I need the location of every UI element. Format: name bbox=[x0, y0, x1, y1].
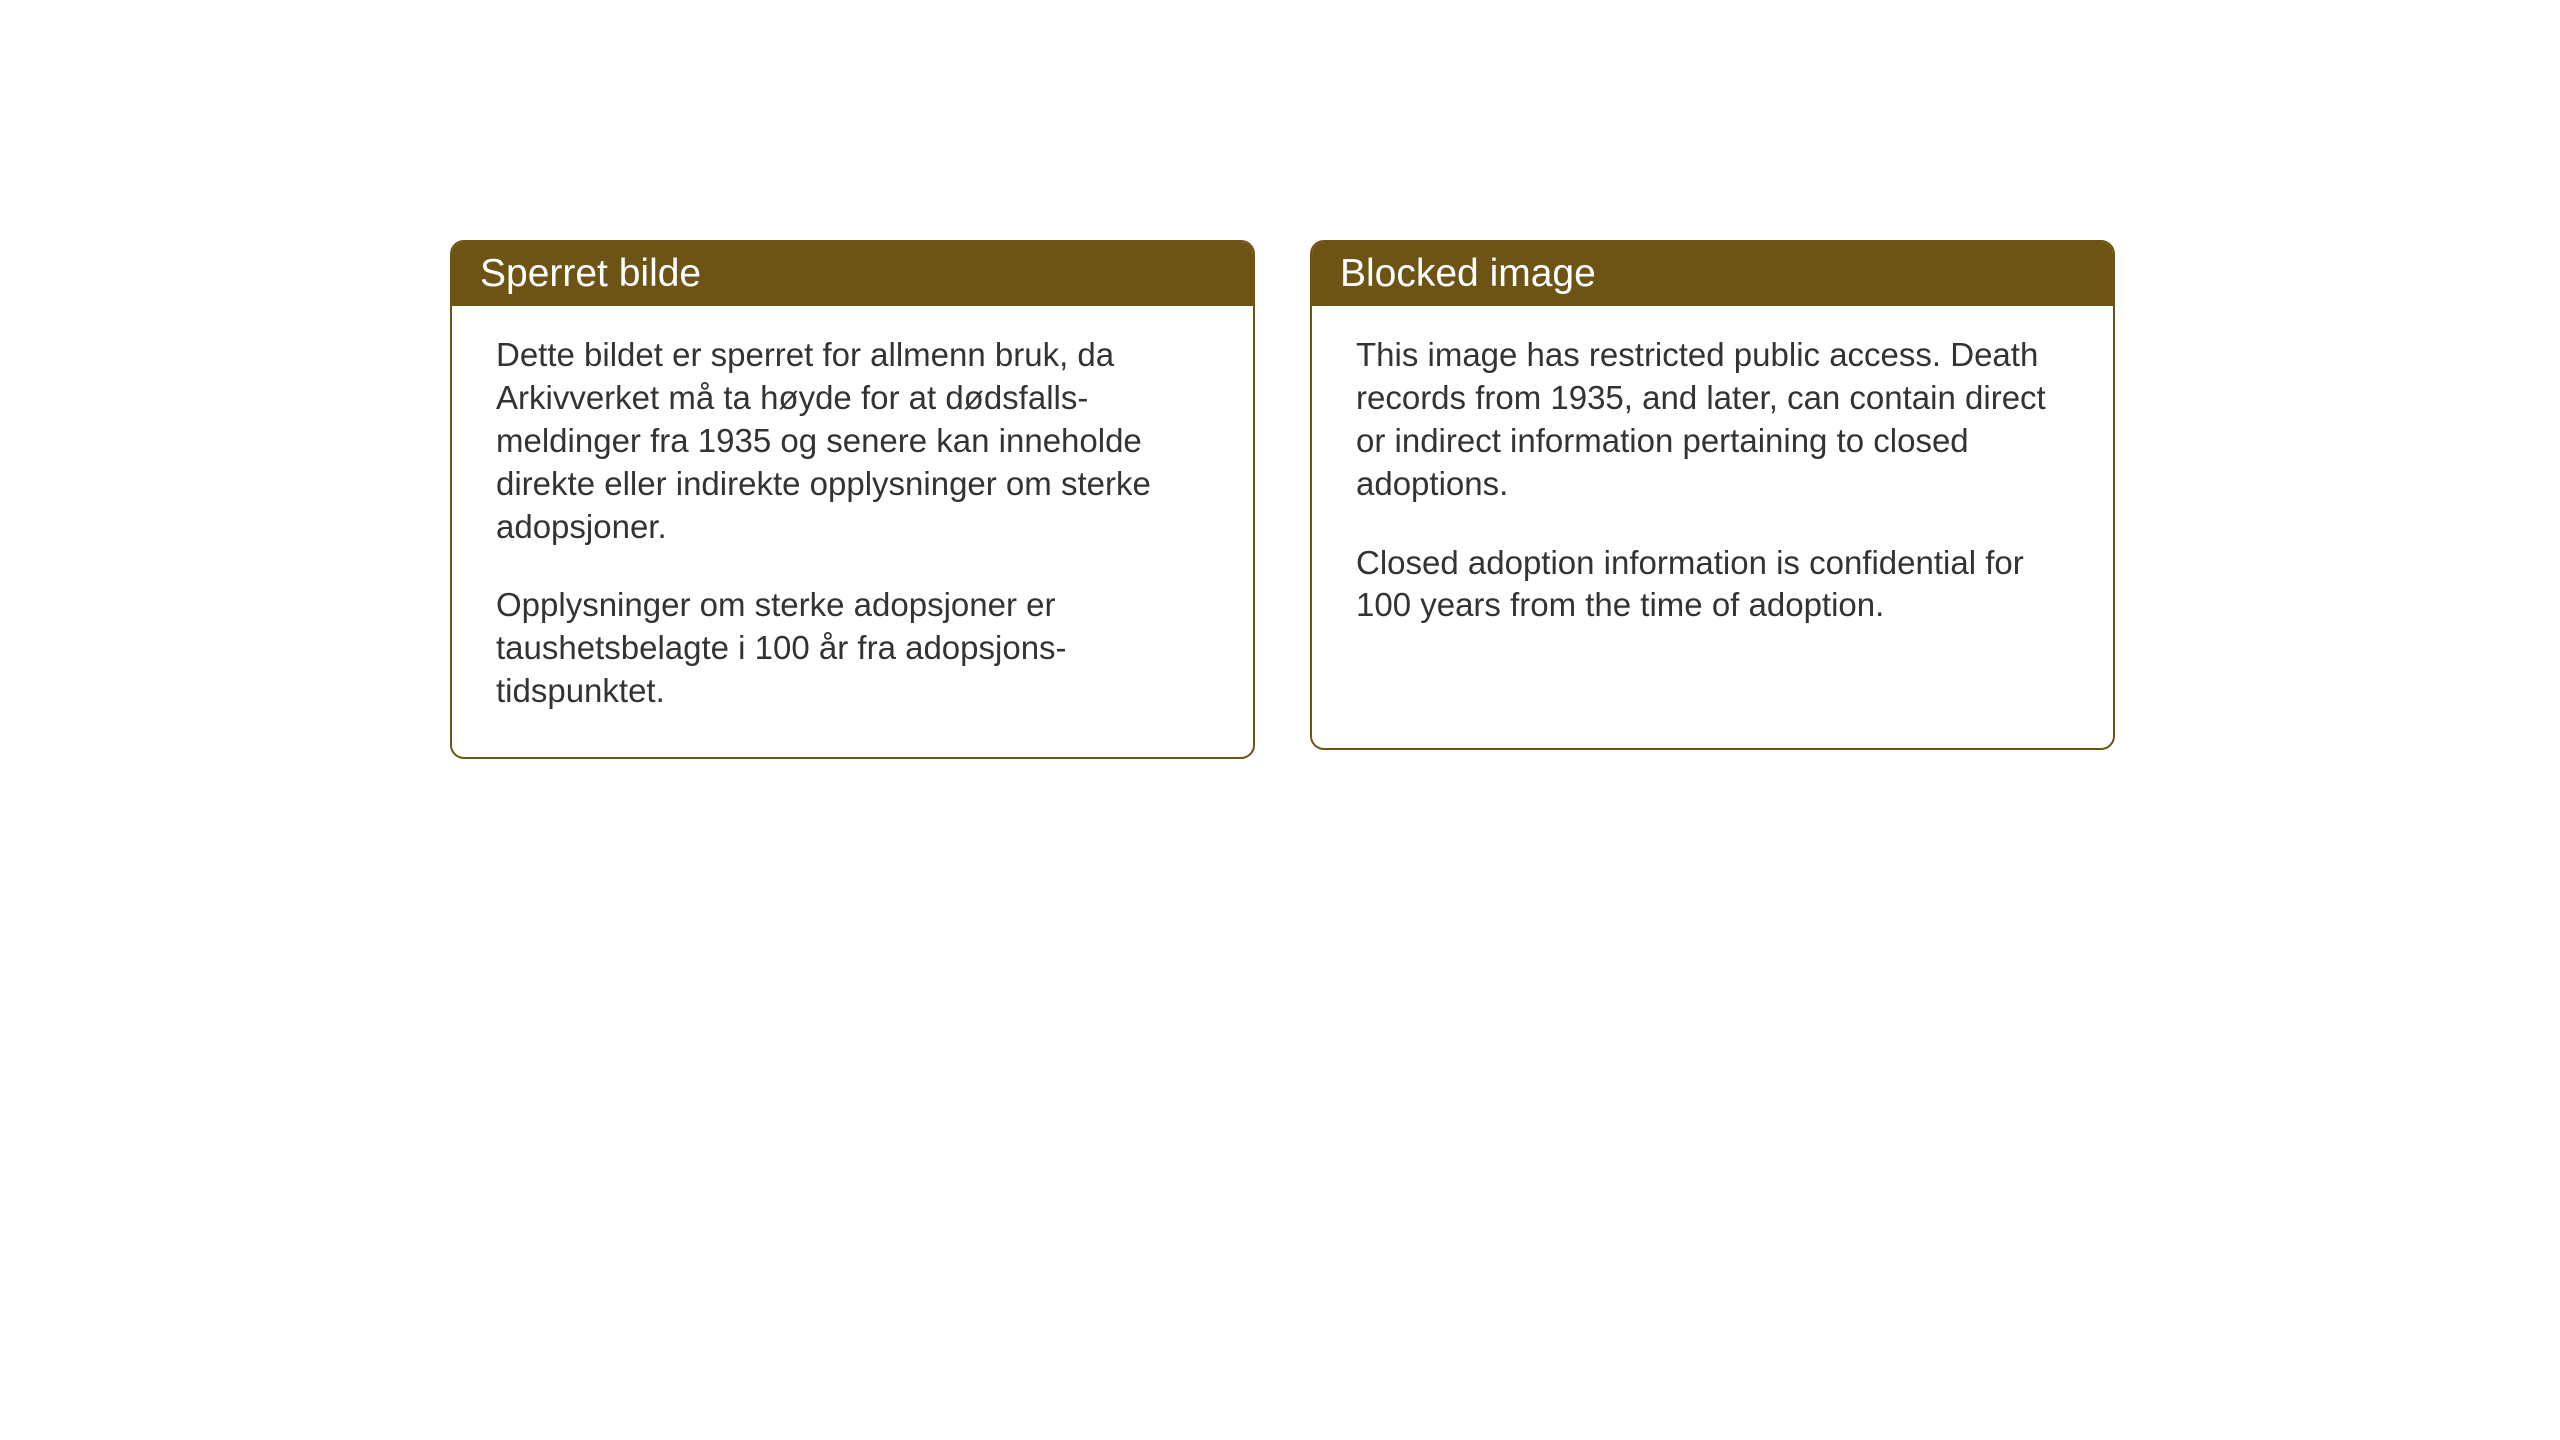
notice-box-norwegian: Sperret bilde Dette bildet er sperret fo… bbox=[450, 240, 1255, 759]
notice-header-english: Blocked image bbox=[1312, 242, 2113, 306]
notice-paragraph-1-english: This image has restricted public access.… bbox=[1356, 334, 2069, 506]
notice-paragraph-2-norwegian: Opplysninger om sterke adopsjoner er tau… bbox=[496, 584, 1209, 713]
notice-body-norwegian: Dette bildet er sperret for allmenn bruk… bbox=[452, 306, 1253, 757]
notice-paragraph-1-norwegian: Dette bildet er sperret for allmenn bruk… bbox=[496, 334, 1209, 548]
notice-paragraph-2-english: Closed adoption information is confident… bbox=[1356, 542, 2069, 628]
notice-container: Sperret bilde Dette bildet er sperret fo… bbox=[450, 240, 2115, 759]
notice-title-english: Blocked image bbox=[1340, 252, 1596, 295]
notice-body-english: This image has restricted public access.… bbox=[1312, 306, 2113, 671]
notice-box-english: Blocked image This image has restricted … bbox=[1310, 240, 2115, 750]
notice-header-norwegian: Sperret bilde bbox=[452, 242, 1253, 306]
notice-title-norwegian: Sperret bilde bbox=[480, 252, 701, 295]
